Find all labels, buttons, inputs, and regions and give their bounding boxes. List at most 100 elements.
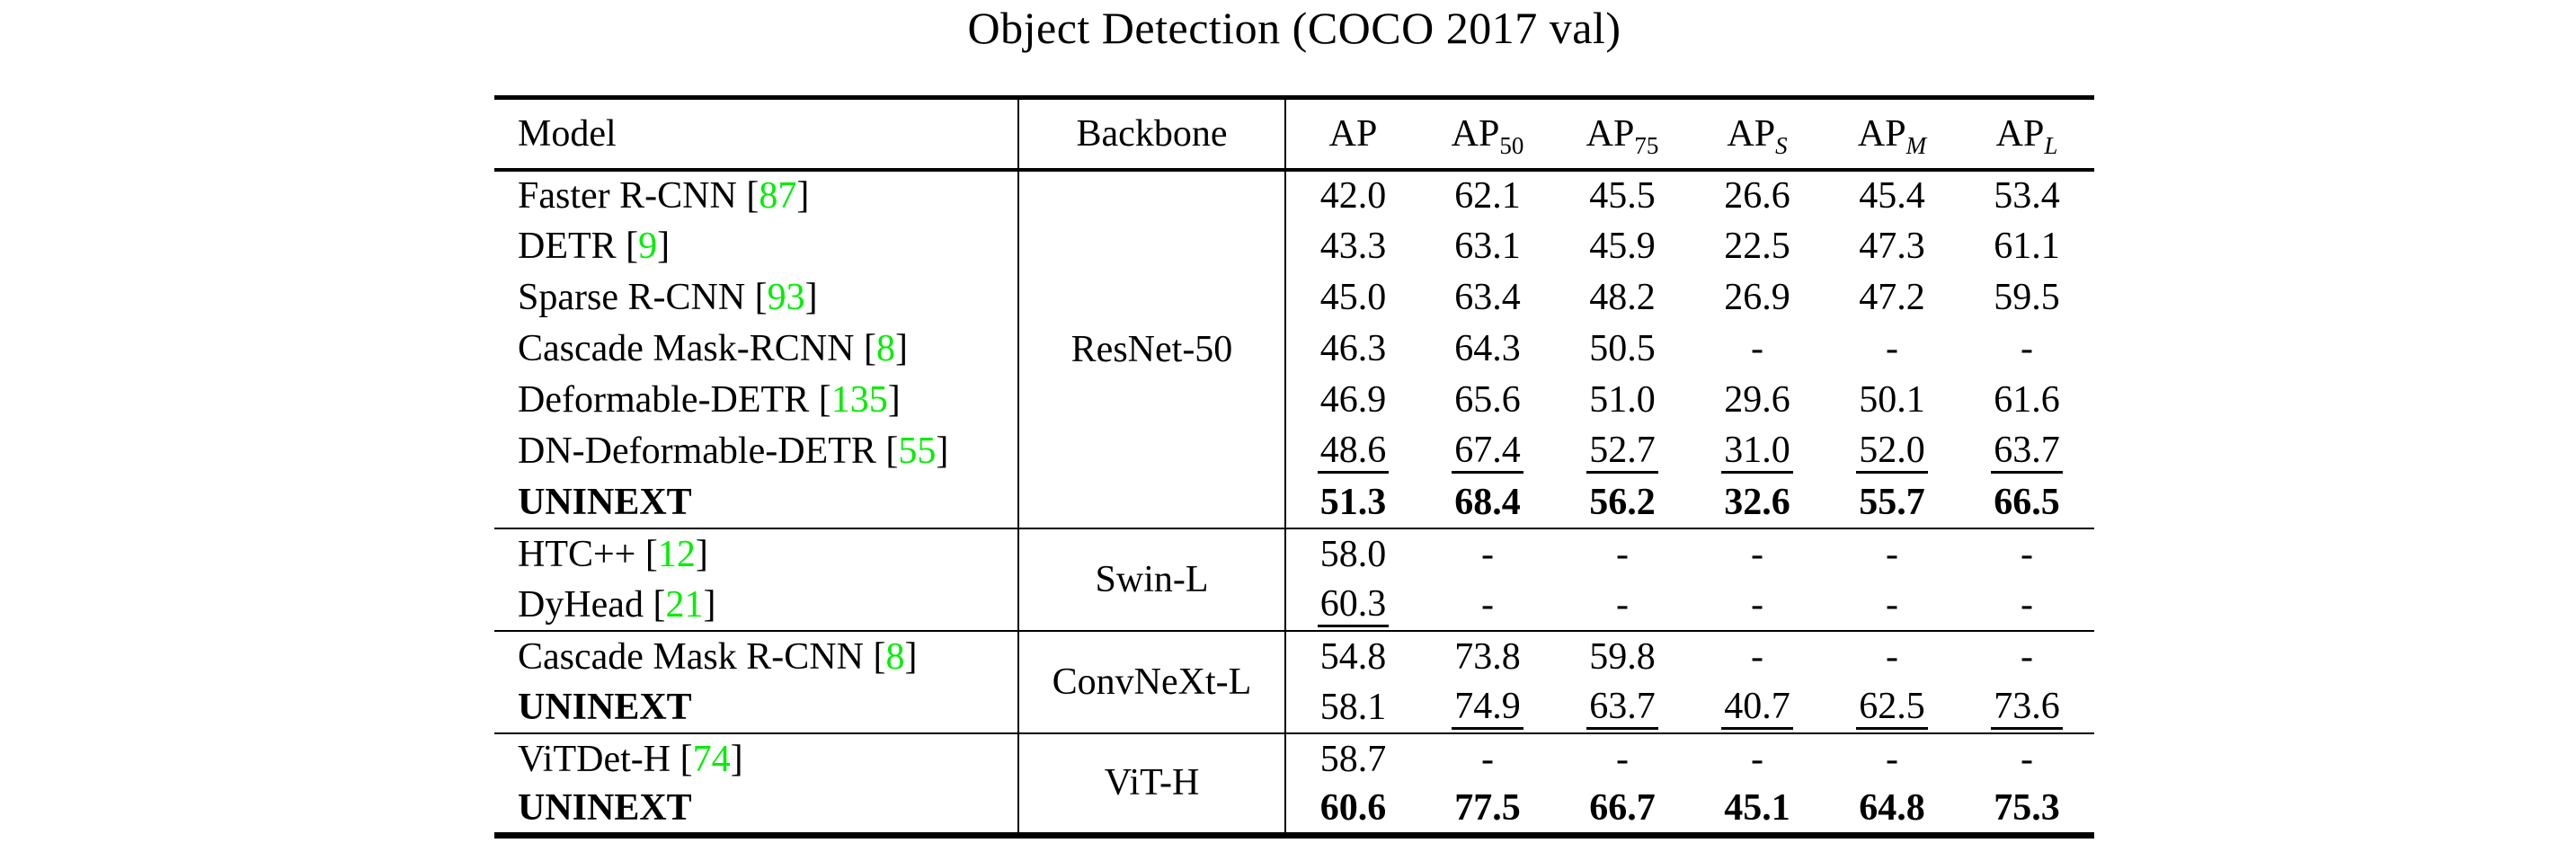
model-cell: Sparse R-CNN [93]	[494, 271, 1019, 324]
header-ap75: AP75	[1586, 112, 1659, 159]
backbone-cell: ViT-H	[1018, 732, 1286, 836]
table-row: Deformable-DETR [135] 46.9 65.6 51.0 29.…	[494, 374, 2094, 426]
table-title: Object Detection (COCO 2017 val)	[967, 3, 1621, 53]
metric-cell: 31.0	[1690, 426, 1825, 477]
table-row: Sparse R-CNN [93] 45.0 63.4 48.2 26.9 47…	[494, 271, 2094, 324]
metric-cell: 63.7	[1959, 426, 2094, 477]
metric-cell: 59.5	[1994, 277, 2060, 318]
citation: [8]	[863, 328, 908, 369]
metric-cell: -	[1616, 583, 1629, 626]
model-name: HTC++	[518, 533, 636, 575]
table-row: ViTDet-H [74] ViT-H 58.7 - - - - -	[494, 732, 2094, 836]
metric-cell: 60.3	[1285, 580, 1420, 631]
header-row: Model Backbone AP AP50 AP75 APS APM APL	[494, 97, 2094, 170]
model-cell: Deformable-DETR [135]	[494, 374, 1019, 426]
model-name: DETR	[518, 226, 617, 267]
metric-cell: 55.7	[1859, 481, 1925, 523]
metric-cell: -	[1959, 527, 2094, 580]
metric-cell: 47.3	[1859, 226, 1925, 267]
metric-cell: 45.4	[1859, 175, 1925, 217]
model-cell: UNINEXT	[494, 681, 1019, 733]
model-name: Cascade Mask-RCNN	[518, 328, 855, 369]
metric-cell: 65.6	[1454, 379, 1521, 421]
metric-cell: 51.3	[1319, 481, 1387, 523]
metric-cell: 62.5	[1825, 682, 1959, 733]
metric-cell: -	[1959, 629, 2094, 682]
citation: [135]	[818, 379, 901, 421]
metric-cell: 74.9	[1420, 682, 1555, 733]
metric-cell: 46.3	[1319, 328, 1387, 369]
metric-cell: -	[1690, 629, 1825, 682]
backbone-cell: ResNet-50	[1018, 169, 1286, 528]
citation: [55]	[885, 430, 949, 472]
citation: [93]	[754, 277, 818, 318]
metric-cell: -	[1420, 732, 1555, 785]
model-cell: Faster R-CNN [87]	[494, 169, 1019, 221]
metric-cell: 26.6	[1724, 175, 1790, 217]
metric-cell: 46.9	[1319, 379, 1387, 421]
metric-cell: 54.8	[1285, 629, 1420, 682]
citation: [12]	[644, 533, 708, 575]
metric-cell: -	[1481, 583, 1494, 626]
model-cell: UNINEXT	[494, 784, 1019, 836]
metric-cell: 59.8	[1555, 629, 1690, 682]
table-row: DyHead [21] 60.3 - - - - -	[494, 579, 2094, 631]
metric-cell: 60.6	[1319, 787, 1387, 830]
metric-cell: 26.9	[1724, 277, 1790, 318]
metric-cell: 53.4	[1994, 175, 2060, 217]
model-cell: DETR [9]	[494, 220, 1019, 272]
metric-cell: 64.8	[1859, 787, 1925, 830]
metric-cell: 63.4	[1454, 277, 1521, 318]
metric-cell: 52.0	[1825, 426, 1959, 477]
header-ap50: AP50	[1451, 112, 1524, 159]
citation: [21]	[653, 583, 716, 626]
metric-cell: 45.9	[1589, 226, 1656, 267]
metric-cell: 45.1	[1724, 787, 1790, 830]
metric-cell: -	[1690, 732, 1825, 785]
metric-cell: -	[1751, 328, 1763, 369]
metric-cell: 62.1	[1454, 175, 1521, 217]
model-name: UNINEXT	[518, 481, 692, 523]
model-name: ViTDet-H	[518, 738, 671, 780]
citation: [87]	[746, 175, 810, 217]
metric-cell: -	[1886, 328, 1898, 369]
metric-cell: -	[1555, 527, 1690, 580]
metric-cell: -	[1886, 583, 1898, 626]
metric-cell: 48.2	[1589, 277, 1656, 318]
table-header: Model Backbone AP AP50 AP75 APS APM APL	[494, 97, 2094, 170]
metric-cell: 47.2	[1859, 277, 1925, 318]
metric-cell: 77.5	[1454, 787, 1521, 830]
metric-cell: 58.7	[1285, 732, 1420, 785]
model-cell: Cascade Mask R-CNN [8]	[494, 629, 1019, 682]
model-name: UNINEXT	[518, 686, 692, 728]
metric-cell: 64.3	[1454, 328, 1521, 369]
metric-cell: -	[2021, 328, 2033, 369]
metric-cell: -	[1555, 732, 1690, 785]
model-cell: DN-Deformable-DETR [55]	[494, 425, 1019, 477]
model-name: Faster R-CNN	[518, 175, 737, 217]
metric-cell: 43.3	[1319, 226, 1387, 267]
metric-cell: 61.1	[1994, 226, 2060, 267]
metric-cell: 58.0	[1285, 527, 1420, 580]
table-row: UNINEXT 58.1 74.9 63.7 40.7 62.5 73.6	[494, 681, 2094, 733]
metric-cell: -	[1420, 527, 1555, 580]
metric-cell: 50.1	[1859, 379, 1925, 421]
metric-cell: 66.5	[1994, 481, 2060, 523]
metric-cell: 58.1	[1319, 686, 1387, 728]
table-row: DETR [9] 43.3 63.1 45.9 22.5 47.3 61.1	[494, 220, 2094, 272]
model-name: DyHead	[518, 583, 644, 626]
metric-cell: -	[1825, 527, 1959, 580]
header-backbone: Backbone	[1018, 97, 1286, 170]
backbone-cell: ConvNeXt-L	[1018, 629, 1286, 733]
model-name: Sparse R-CNN	[518, 277, 746, 318]
metric-cell: 75.3	[1994, 787, 2060, 830]
metric-cell: 63.1	[1454, 226, 1521, 267]
metric-cell: -	[1751, 583, 1763, 626]
metric-cell: 73.8	[1420, 629, 1555, 682]
metric-cell: 67.4	[1420, 426, 1555, 477]
model-cell: UNINEXT	[494, 476, 1019, 528]
metric-cell: 73.6	[1959, 682, 2094, 733]
metric-cell: 50.5	[1589, 328, 1656, 369]
table-row: HTC++ [12] Swin-L 58.0 - - - - -	[494, 527, 2094, 631]
